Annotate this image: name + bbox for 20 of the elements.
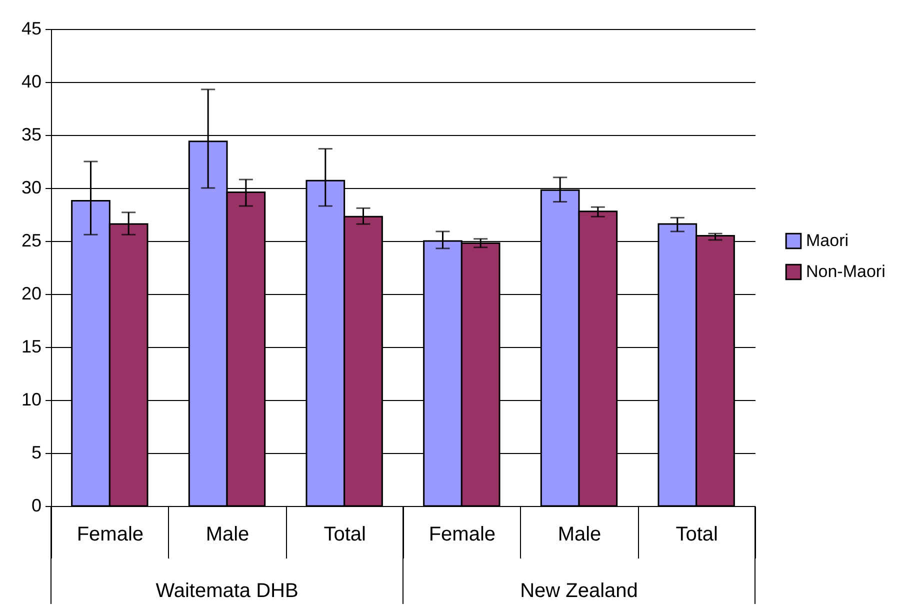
y-tick-label: 20 (21, 284, 42, 304)
x-tick-label: Male (558, 524, 602, 546)
x-tick-label: Total (324, 524, 366, 546)
y-tick-label: 45 (21, 18, 42, 38)
y-tick-label: 40 (21, 72, 42, 92)
x-tick-label: Total (676, 524, 718, 546)
legend-label: Non-Maori (806, 262, 886, 281)
y-tick-label: 35 (21, 124, 42, 144)
text: New Zealand (520, 580, 638, 602)
y-tick-label: 30 (21, 178, 42, 198)
y-tick-label: 0 (31, 496, 42, 516)
x-tick-label: Female (76, 524, 144, 546)
y-tick-label: 25 (21, 230, 42, 250)
y-tick-label: 10 (21, 390, 42, 410)
y-tick-label: 15 (21, 336, 42, 356)
y-tick-label: 5 (31, 442, 42, 462)
x-tick-label: Male (206, 524, 250, 546)
text: Waitemata DHB (156, 580, 298, 602)
legend-label: Maori (806, 231, 849, 250)
x-tick-label: Female (428, 524, 496, 546)
